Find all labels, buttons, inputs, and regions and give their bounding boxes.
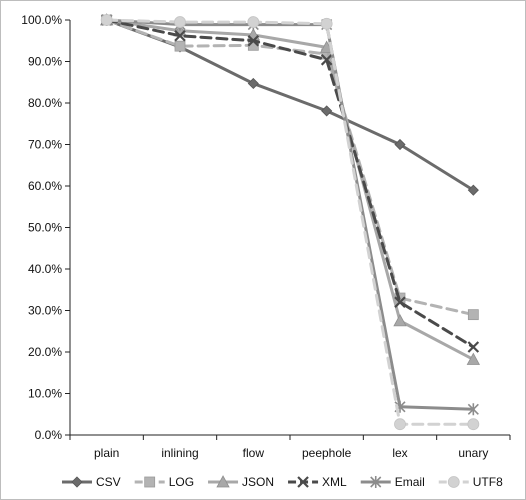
data-point-utf8 xyxy=(247,16,260,28)
legend-label-log: LOG xyxy=(169,475,194,489)
data-point-utf8 xyxy=(394,418,406,431)
data-point-xml xyxy=(247,34,260,47)
data-point-csv xyxy=(321,105,333,117)
data-point-utf8 xyxy=(320,17,333,30)
data-point-csv xyxy=(467,184,479,196)
y-tick-label: 70.0% xyxy=(28,138,62,152)
y-tick-label: 20.0% xyxy=(28,345,62,359)
y-axis: 0.0% 10.0% 20.0% 30.0% 40.0% 50.0% 60.0% 70.0% 8… xyxy=(21,13,71,442)
y-tick-label: 0.0% xyxy=(35,428,63,442)
y-tick-label: 10.0% xyxy=(28,387,62,401)
x-tick-label: inlining xyxy=(161,446,198,460)
data-point-xml xyxy=(320,54,333,66)
legend-label-json: JSON xyxy=(242,475,274,489)
series-line-json xyxy=(105,18,475,361)
legend-marker-email xyxy=(370,476,382,488)
legend-item-email: Email xyxy=(360,475,425,489)
legend-item-csv: CSV xyxy=(62,475,121,489)
y-tick-label: 90.0% xyxy=(28,55,62,69)
x-tick-label: unary xyxy=(458,446,488,460)
y-tick-label: 60.0% xyxy=(28,179,62,193)
series-line-log xyxy=(105,18,475,317)
legend-item-log: LOG xyxy=(134,475,194,489)
legend: CSV LOG JSON XML Email UTF8 xyxy=(62,475,503,489)
series-line-email xyxy=(105,18,475,411)
data-point-utf8 xyxy=(100,14,113,26)
data-point-utf8 xyxy=(467,418,480,431)
y-tick-label: 80.0% xyxy=(28,96,62,110)
data-point-json xyxy=(393,314,407,327)
y-tick-label: 40.0% xyxy=(28,262,62,276)
y-tick-label: 50.0% xyxy=(28,221,62,235)
data-point-json xyxy=(466,352,481,365)
legend-item-xml: XML xyxy=(288,475,347,489)
data-point-log xyxy=(174,40,186,52)
data-point-xml xyxy=(394,296,406,308)
series-utf8 xyxy=(100,14,480,431)
x-axis: plain inlining flow peephole lex unary xyxy=(69,434,511,460)
series-line-xml xyxy=(105,18,475,349)
data-point-csv xyxy=(247,77,259,90)
data-point-csv xyxy=(394,138,406,151)
data-point-utf8 xyxy=(174,16,186,28)
legend-label-csv: CSV xyxy=(96,475,121,489)
legend-label-utf8: UTF8 xyxy=(473,475,503,489)
data-point-xml xyxy=(467,341,480,353)
legend-label-email: Email xyxy=(395,475,425,489)
legend-marker-json xyxy=(216,475,230,488)
legend-marker-utf8 xyxy=(447,476,460,488)
x-tick-label: lex xyxy=(392,446,407,460)
y-tick-label: 100.0% xyxy=(21,13,62,27)
y-tick-label: 30.0% xyxy=(28,304,62,318)
series-layer xyxy=(99,13,481,431)
legend-marker-log xyxy=(144,476,156,488)
data-point-xml xyxy=(174,29,186,42)
data-point-email xyxy=(467,403,479,416)
series-line-utf8 xyxy=(105,18,475,426)
legend-item-json: JSON xyxy=(208,475,274,489)
x-tick-label: plain xyxy=(94,446,119,460)
legend-label-xml: XML xyxy=(322,475,347,489)
x-tick-label: flow xyxy=(243,446,265,460)
data-point-log xyxy=(467,309,479,321)
legend-item-utf8: UTF8 xyxy=(438,475,503,489)
legend-marker-xml xyxy=(297,476,309,488)
x-tick-label: peephole xyxy=(302,446,352,460)
legend-marker-csv xyxy=(71,476,83,488)
